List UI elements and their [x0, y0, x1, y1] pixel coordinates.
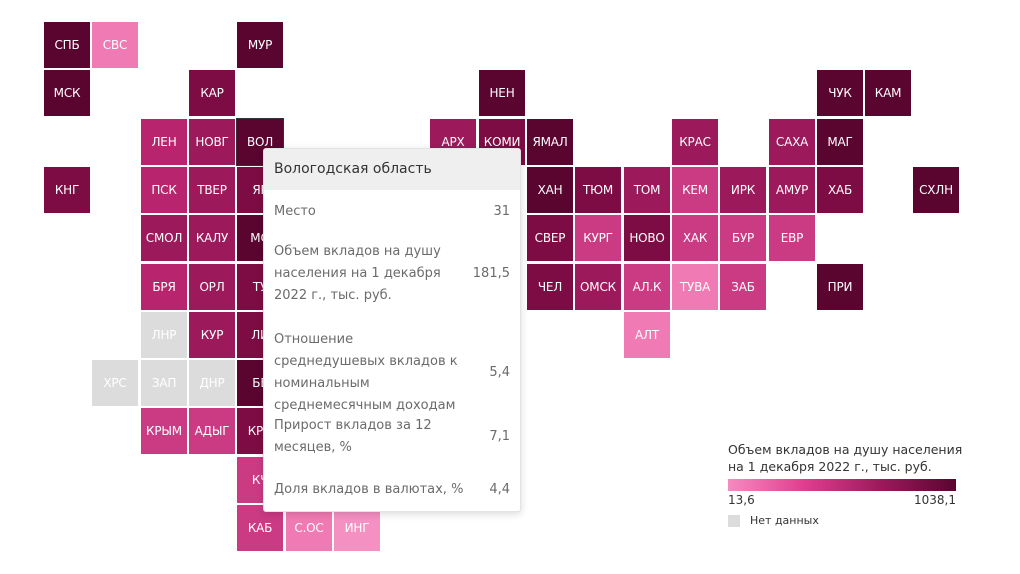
tooltip-label: Отношение среднедушевых вкладов к номина… — [274, 332, 458, 413]
map-legend: Объем вкладов на душу населения на 1 дек… — [728, 441, 968, 527]
legend-max: 1038,1 — [914, 493, 956, 507]
region-tile[interactable]: ТЮМ — [575, 167, 621, 213]
region-tile[interactable]: С.ОС — [286, 505, 332, 551]
region-tile[interactable]: ЛЕН — [141, 119, 187, 165]
region-tile[interactable]: БУР — [720, 215, 766, 261]
region-tile[interactable]: ЗАБ — [720, 264, 766, 310]
tooltip-row-ratio: Отношение среднедушевых вкладов к номина… — [274, 329, 510, 417]
region-tile[interactable]: ДНР — [189, 360, 235, 406]
region-tile[interactable]: СМОЛ — [141, 215, 187, 261]
legend-no-data: Нет данных — [728, 514, 819, 527]
region-tile[interactable]: СПБ — [44, 22, 90, 68]
region-tile[interactable]: СХЛН — [913, 167, 959, 213]
region-tile[interactable]: КАР — [189, 70, 235, 116]
region-tile[interactable]: КАЛУ — [189, 215, 235, 261]
region-tile[interactable]: ЧЕЛ — [527, 264, 573, 310]
tooltip-value: 4,4 — [489, 482, 510, 497]
region-tile[interactable]: МУР — [237, 22, 283, 68]
region-tile[interactable]: ЛНР — [141, 312, 187, 358]
tooltip-value: 31 — [493, 204, 510, 219]
region-tile[interactable]: ХАБ — [817, 167, 863, 213]
region-tile[interactable]: ОМСК — [575, 264, 621, 310]
tooltip-value: 7,1 — [489, 429, 510, 444]
tooltip-title: Вологодская область — [264, 149, 520, 190]
region-tile[interactable]: СВС — [92, 22, 138, 68]
region-tile[interactable]: СВЕР — [527, 215, 573, 261]
region-tile[interactable]: ТВЕР — [189, 167, 235, 213]
legend-color-scale — [728, 479, 956, 491]
region-tile[interactable]: КУРГ — [575, 215, 621, 261]
legend-min: 13,6 — [728, 493, 755, 507]
tooltip-value: 5,4 — [489, 365, 510, 380]
region-tile[interactable]: КУР — [189, 312, 235, 358]
region-tile[interactable]: ХАН — [527, 167, 573, 213]
tooltip-row-rank: Место 31 — [274, 201, 510, 223]
region-tile[interactable]: ХАК — [672, 215, 718, 261]
region-tile[interactable]: ИРК — [720, 167, 766, 213]
legend-ticks: 13,6 1038,1 — [728, 493, 956, 509]
legend-title: Объем вкладов на душу населения на 1 дек… — [728, 442, 963, 474]
region-tile[interactable]: БРЯ — [141, 264, 187, 310]
tooltip-label: Объем вкладов на душу населения на 1 дек… — [274, 244, 441, 303]
region-tile[interactable]: ПСК — [141, 167, 187, 213]
tooltip-label: Доля вкладов в валютах, % — [274, 482, 464, 497]
region-tile[interactable]: ЯМАЛ — [527, 119, 573, 165]
region-tile[interactable]: ТУВА — [672, 264, 718, 310]
region-tile[interactable]: КРЫМ — [141, 408, 187, 454]
region-tooltip: Вологодская область Место 31 Объем вклад… — [263, 148, 521, 512]
region-tile[interactable]: ХРС — [92, 360, 138, 406]
region-tile[interactable]: КНГ — [44, 167, 90, 213]
region-tile[interactable]: КРАС — [672, 119, 718, 165]
region-tile[interactable]: ТОМ — [624, 167, 670, 213]
tooltip-label: Место — [274, 204, 316, 219]
region-tile[interactable]: ЧУК — [817, 70, 863, 116]
region-tile[interactable]: АМУР — [769, 167, 815, 213]
region-tile[interactable]: КАМ — [865, 70, 911, 116]
tooltip-label: Прирост вкладов за 12 месяцев, % — [274, 418, 432, 455]
tooltip-value: 181,5 — [472, 266, 510, 281]
region-tile[interactable]: ПРИ — [817, 264, 863, 310]
region-tile[interactable]: НЕН — [479, 70, 525, 116]
region-tile[interactable]: ОРЛ — [189, 264, 235, 310]
region-tile[interactable]: ИНГ — [334, 505, 380, 551]
tooltip-row-growth: Прирост вкладов за 12 месяцев, % 7,1 — [274, 415, 510, 459]
region-tile[interactable]: САХА — [769, 119, 815, 165]
region-tile[interactable]: МАГ — [817, 119, 863, 165]
region-tile[interactable]: АДЫГ — [189, 408, 235, 454]
region-tile[interactable]: АЛ.К — [624, 264, 670, 310]
region-tile[interactable]: АЛТ — [624, 312, 670, 358]
region-tile[interactable]: ЕВР — [769, 215, 815, 261]
tooltip-row-deposits: Объем вкладов на душу населения на 1 дек… — [274, 241, 510, 307]
no-data-swatch — [728, 514, 740, 527]
tooltip-row-currency: Доля вкладов в валютах, % 4,4 — [274, 479, 510, 501]
region-tile[interactable]: КЕМ — [672, 167, 718, 213]
region-tile[interactable]: КАБ — [237, 505, 283, 551]
region-tile[interactable]: НОВГ — [189, 119, 235, 165]
region-tile[interactable]: НОВО — [624, 215, 670, 261]
region-tile[interactable]: ЗАП — [141, 360, 187, 406]
region-tile[interactable]: МСК — [44, 70, 90, 116]
no-data-label: Нет данных — [750, 514, 819, 527]
